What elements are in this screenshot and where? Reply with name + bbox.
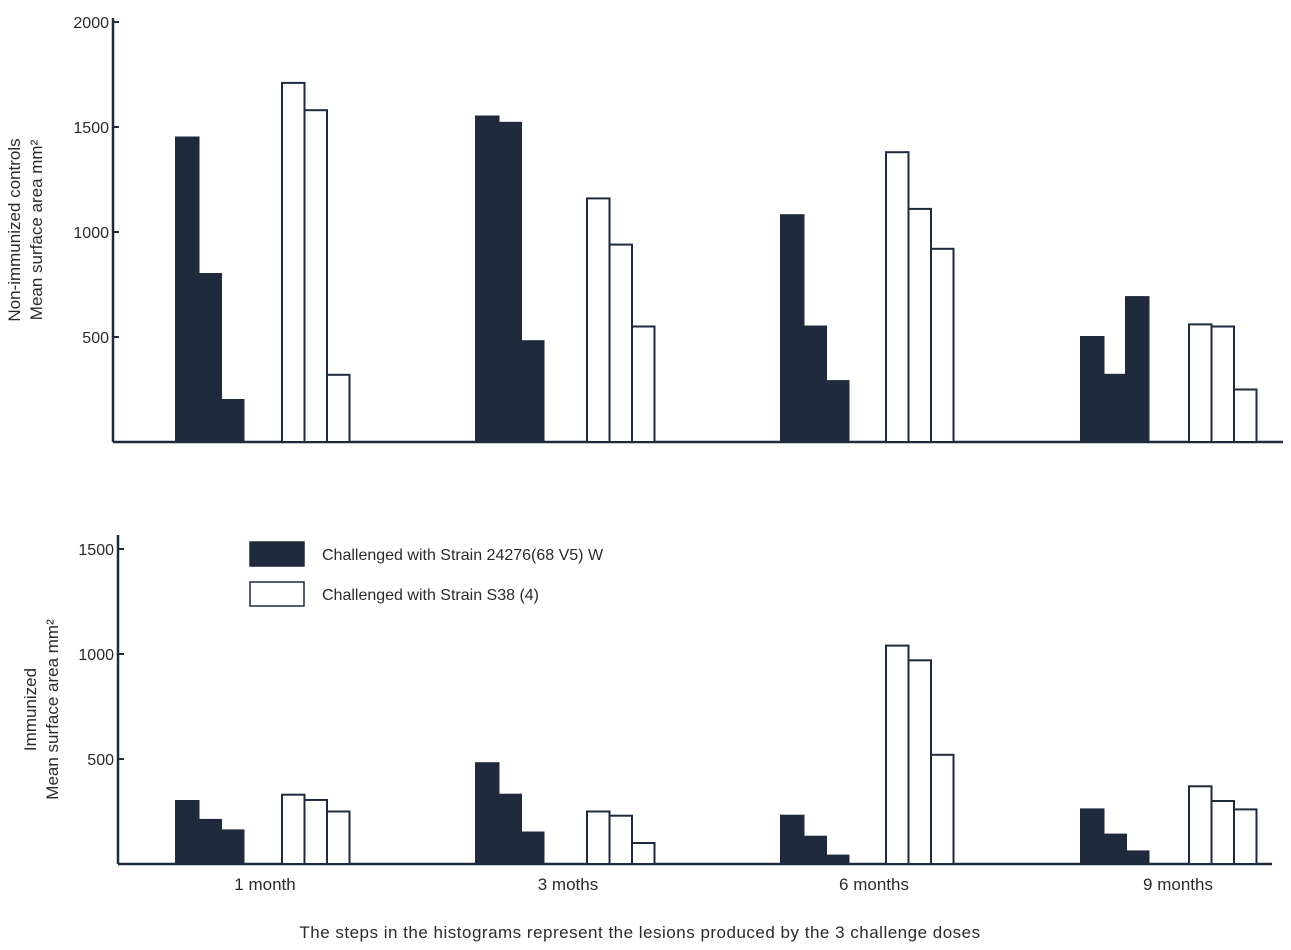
bottom-bar-strain-24276-2-dose-3	[520, 831, 545, 865]
bottom-y-tick-label: 1000	[78, 647, 114, 664]
x-category-label: 6 months	[839, 875, 909, 894]
bottom-bar-strain-24276-2-dose-1	[475, 762, 500, 866]
top-bar-strain-24276-3-dose-3	[825, 380, 850, 444]
top-bar-strain-s38-4-dose-3	[1233, 388, 1258, 443]
top-bar-strain-s38-2-dose-3	[631, 325, 656, 443]
bottom-bar-strain-24276-2-dose-2	[497, 793, 522, 866]
bottom-bar-strain-s38-3-dose-2	[907, 659, 932, 865]
bottom-bar-strain-s38-2-dose-3	[631, 842, 656, 865]
bottom-bar-strain-s38-2-dose-2	[608, 814, 633, 866]
x-category-label: 1 month	[234, 875, 295, 894]
bottom-bar-strain-24276-4-dose-3	[1125, 850, 1150, 866]
x-category-label: 9 months	[1143, 875, 1213, 894]
top-bar-strain-24276-3-dose-1	[780, 214, 805, 443]
legend-label: Challenged with Strain 24276(68 V5) W	[322, 547, 604, 564]
top-y-tick-label: 500	[82, 330, 109, 347]
legend-label: Challenged with Strain S38 (4)	[322, 587, 539, 604]
figure-caption: The steps in the histograms represent th…	[299, 923, 980, 942]
top-bar-strain-s38-1-dose-3	[326, 373, 351, 443]
top-bar-strain-24276-2-dose-1	[475, 115, 500, 443]
bottom-bar-strain-s38-2-dose-1	[586, 810, 611, 865]
bottom-bar-strain-24276-3-dose-3	[825, 854, 850, 865]
top-bar-strain-24276-2-dose-3	[520, 340, 545, 444]
top-bar-strain-s38-3-dose-3	[930, 247, 955, 443]
bottom-bar-strain-24276-4-dose-1	[1080, 808, 1105, 866]
top-bar-strain-s38-3-dose-2	[907, 207, 932, 443]
bottom-bar-strain-24276-4-dose-2	[1102, 833, 1127, 865]
top-bar-strain-s38-4-dose-2	[1210, 325, 1235, 443]
top-bar-strain-24276-4-dose-3	[1125, 296, 1150, 443]
bottom-y-tick-label: 500	[87, 752, 114, 769]
bottom-y-tick-label: 1500	[78, 542, 114, 559]
x-category-label: 3 moths	[538, 875, 598, 894]
top-bar-strain-s38-1-dose-2	[303, 109, 328, 443]
top-bar-strain-24276-2-dose-2	[497, 121, 522, 444]
bottom-bar-strain-s38-4-dose-1	[1188, 785, 1213, 865]
top-y-axis-title-line-1: Non-immunized controls	[5, 138, 24, 321]
bottom-bar-strain-s38-1-dose-1	[281, 793, 306, 866]
bottom-bar-strain-s38-4-dose-2	[1210, 800, 1235, 865]
top-bar-strain-24276-4-dose-2	[1102, 373, 1127, 443]
top-y-tick-label: 1500	[73, 120, 109, 137]
bottom-bar-strain-24276-1-dose-1	[175, 800, 200, 865]
top-y-axis-title-line-2: Mean surface area mm²	[27, 139, 46, 320]
legend-swatch-hollow	[249, 581, 305, 607]
top-bar-strain-s38-4-dose-1	[1188, 323, 1213, 443]
bottom-bar-strain-s38-3-dose-1	[885, 644, 910, 865]
bottom-y-axis-title-line-1: Immunized	[21, 668, 40, 751]
bottom-y-axis-title-line-2: Mean surface area mm²	[43, 619, 62, 800]
bottom-bar-strain-s38-1-dose-2	[303, 798, 328, 866]
top-bar-strain-s38-3-dose-1	[885, 151, 910, 443]
top-bar-strain-s38-2-dose-2	[608, 243, 633, 443]
top-bar-strain-24276-4-dose-1	[1080, 336, 1105, 443]
top-bar-strain-24276-1-dose-3	[220, 399, 245, 443]
bottom-bar-strain-24276-1-dose-3	[220, 829, 245, 866]
top-bar-strain-24276-1-dose-2	[197, 273, 222, 443]
bottom-bar-strain-24276-3-dose-1	[780, 814, 805, 866]
bottom-bar-strain-24276-1-dose-2	[197, 818, 222, 866]
bottom-bar-strain-24276-3-dose-2	[802, 835, 827, 866]
bottom-bar-strain-s38-3-dose-3	[930, 753, 955, 865]
bottom-bar-strain-s38-1-dose-3	[326, 810, 351, 865]
bottom-bar-strain-s38-4-dose-3	[1233, 808, 1258, 866]
legend-swatch-filled	[249, 541, 305, 567]
top-bar-strain-24276-1-dose-1	[175, 136, 200, 443]
top-y-tick-label: 2000	[73, 15, 109, 32]
top-bar-strain-s38-2-dose-1	[586, 197, 611, 443]
top-y-tick-label: 1000	[73, 225, 109, 242]
top-bar-strain-24276-3-dose-2	[802, 325, 827, 443]
top-bar-strain-s38-1-dose-1	[281, 81, 306, 444]
